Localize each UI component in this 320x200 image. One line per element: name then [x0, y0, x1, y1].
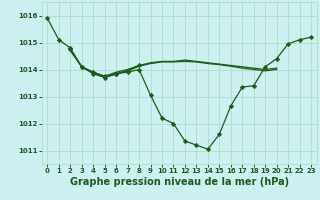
- X-axis label: Graphe pression niveau de la mer (hPa): Graphe pression niveau de la mer (hPa): [70, 177, 289, 187]
